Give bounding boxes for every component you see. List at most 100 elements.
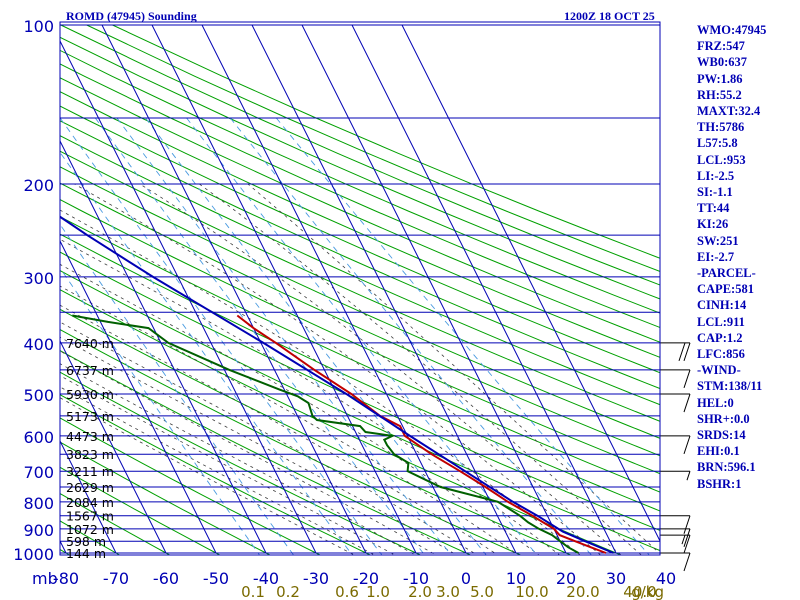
index-line: L57:5.8: [697, 136, 738, 151]
index-line: WMO:47945: [697, 23, 767, 37]
height-label: 6737 m: [66, 363, 114, 378]
sounding-time: 1200Z 18 OCT 25: [564, 9, 655, 23]
wind-barb-flag: [683, 528, 691, 547]
wind-barb-flag: [683, 552, 691, 572]
index-line: WB0:637: [697, 55, 747, 70]
mixing-ratio-unit: g/kg: [631, 583, 664, 600]
pressure-unit-label: mb: [32, 569, 58, 588]
wind-barb: [660, 534, 691, 554]
moist-adiabat-line: [60, 386, 376, 555]
wind-barb: [660, 470, 691, 481]
mixing-ratio-label: 20.0: [566, 583, 599, 600]
wind-barb-flag: [683, 342, 691, 362]
height-label: 5930 m: [66, 387, 114, 402]
dry-adiabat-line: [86, 24, 660, 273]
dry-adiabat-line: [60, 77, 660, 343]
wind-barb-flag: [683, 435, 691, 455]
dry-adiabat-line: [60, 308, 572, 555]
height-label: 598 m: [66, 534, 106, 549]
mixing-ratio-label: 1.0: [366, 583, 390, 600]
dry-adiabat-line: [60, 105, 660, 374]
mixing-ratio-label: 40.0: [623, 583, 656, 600]
index-line: EI:-2.7: [697, 249, 735, 264]
sounding-layer: [60, 215, 614, 554]
wind-barb: [660, 435, 691, 455]
pressure-tick-label: 1000: [13, 545, 54, 564]
height-label: 3823 m: [66, 447, 114, 462]
wind-barb: [660, 528, 691, 547]
isotherm-line: [60, 439, 117, 554]
isotherm-line: [201, 24, 467, 554]
plot-frame: [59, 21, 661, 556]
temperature-profile-line: [236, 314, 607, 554]
dry-adiabat-line: [112, 24, 660, 259]
isotherm-line: [251, 24, 517, 554]
isotherm-line: [301, 24, 567, 554]
mixing-ratio-label: 2.0: [408, 583, 432, 600]
dry-adiabat-line: [60, 417, 322, 555]
wind-barb: [660, 393, 691, 413]
index-line: LI:-2.5: [697, 168, 735, 183]
index-line: BRN:596.1: [697, 460, 756, 475]
index-line: MAXT:32.4: [697, 104, 761, 119]
height-label: 144 m: [66, 546, 106, 561]
temperature-tick-label: 10: [506, 569, 526, 588]
index-line: SHR+:0.0: [697, 411, 750, 426]
index-line: LCL:911: [697, 314, 745, 329]
moist-adiabat-line: [60, 397, 355, 555]
index-line: -PARCEL-: [697, 266, 756, 281]
dry-adiabat-line: [60, 466, 221, 555]
dry-adiabat-line: [60, 150, 660, 422]
temperature-tick-label: -80: [53, 569, 79, 588]
dry-adiabat-line: [60, 233, 660, 512]
index-line: BSHR:1: [697, 476, 742, 491]
mixing-ratio-label: 0.1: [241, 583, 265, 600]
height-label: 1072 m: [66, 522, 114, 537]
pressure-tick-label: 600: [23, 428, 54, 447]
moist-adiabat-line: [60, 375, 396, 555]
dry-adiabat-line: [60, 329, 522, 555]
index-line: -WIND-: [697, 363, 741, 378]
temperature-tick-label: -60: [153, 569, 179, 588]
dry-adiabat-line: [60, 49, 660, 314]
dry-adiabat-line: [60, 36, 660, 300]
dry-adiabat-line: [60, 492, 171, 555]
index-line: STM:138/11: [697, 379, 763, 394]
mixing-ratio-label: 0.6: [335, 583, 359, 600]
dry-adiabat-line: [60, 520, 121, 555]
isotherm-line: [101, 24, 367, 554]
temperature-tick-label: -40: [253, 569, 279, 588]
index-line: FRZ:547: [697, 39, 745, 54]
wind-barb-flag: [683, 369, 691, 389]
dry-adiabat-line: [60, 120, 660, 390]
index-line: LCL:953: [697, 152, 746, 167]
dry-adiabat-line: [60, 63, 660, 329]
chart-title: ROMD (47945) Sounding: [66, 9, 197, 23]
pressure-tick-label: 200: [23, 176, 54, 195]
moist-adiabat-line: [198, 183, 642, 555]
index-line: KI:26: [697, 217, 729, 232]
moist-adiabat-line: [247, 183, 660, 555]
temperature-tick-label: -50: [203, 569, 229, 588]
index-line: CAP:1.2: [697, 330, 743, 345]
pressure-tick-label: 800: [23, 494, 54, 513]
dry-adiabat-line: [60, 24, 660, 286]
wind-barb: [660, 342, 691, 362]
wind-barbs-layer: [660, 342, 691, 572]
height-label: 1567 m: [66, 509, 114, 524]
temperature-tick-label: 20: [556, 569, 576, 588]
index-line: EHI:0.1: [697, 444, 740, 459]
temperature-tick-label: 40: [656, 569, 676, 588]
index-line: CINH:14: [697, 298, 747, 313]
dry-adiabat-line: [60, 199, 660, 475]
dry-adiabat-line: [60, 394, 372, 555]
dry-adiabat-line: [60, 182, 660, 457]
index-line: PW:1.86: [697, 71, 743, 86]
isotherm-line: [401, 24, 660, 543]
moist-adiabat-line: [60, 285, 520, 555]
wind-barb-half-flag: [686, 471, 691, 481]
grid-layer: [60, 24, 660, 555]
height-label: 4473 m: [66, 429, 114, 444]
pressure-tick-label: 700: [23, 463, 54, 482]
height-label: 3211 m: [66, 464, 114, 479]
